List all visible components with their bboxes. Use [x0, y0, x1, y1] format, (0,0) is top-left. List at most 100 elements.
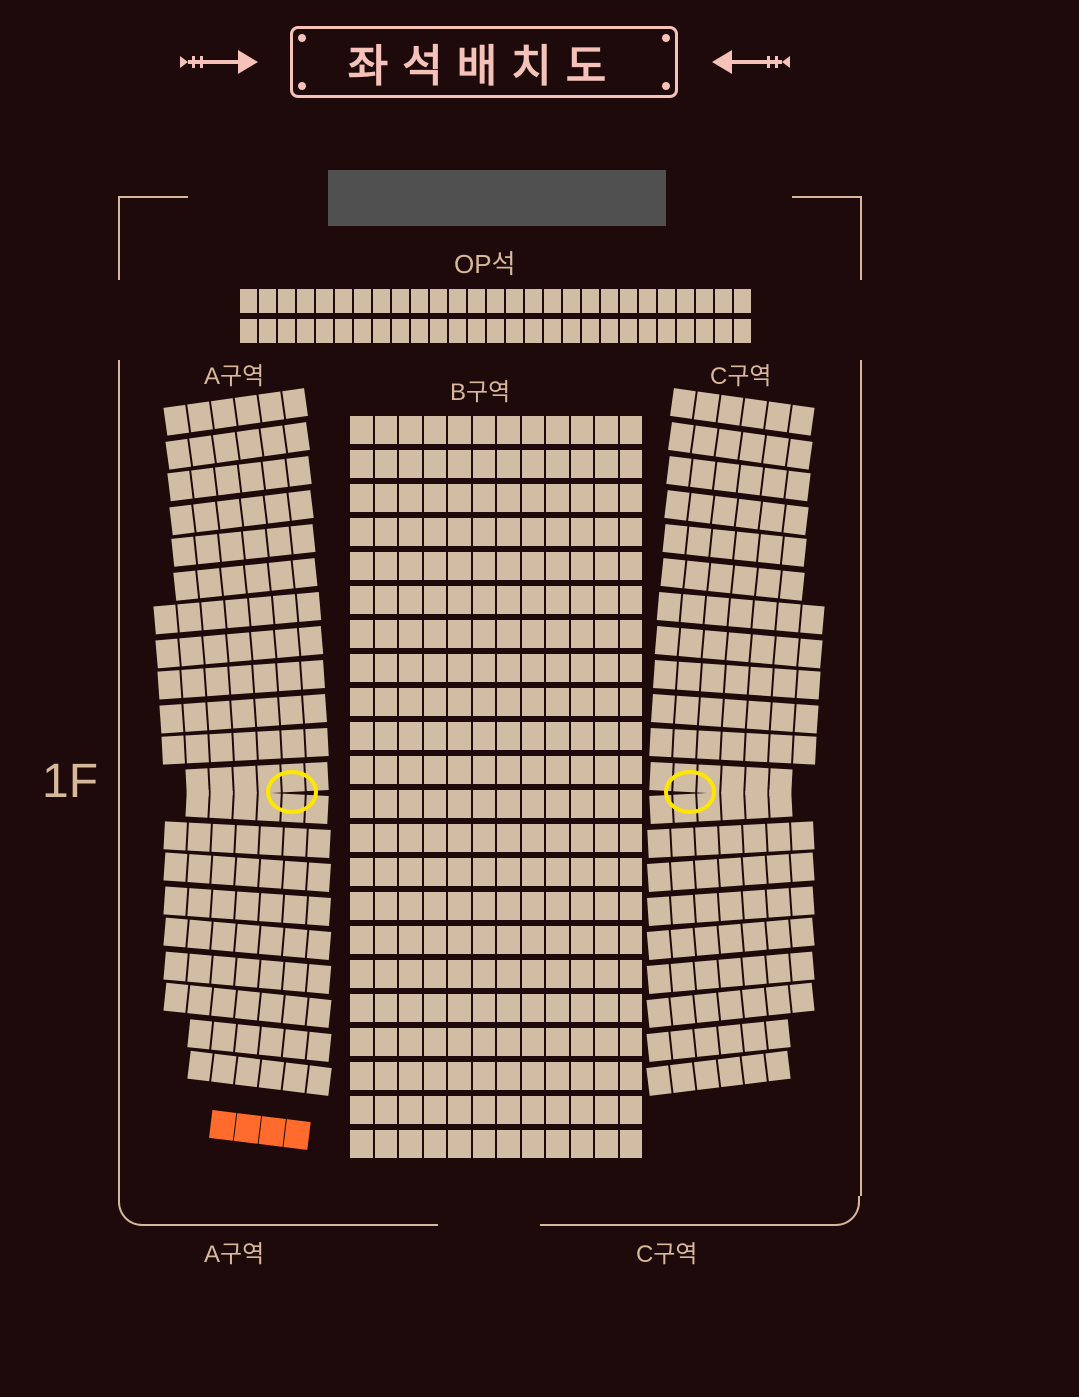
seat-op[interactable] — [468, 289, 485, 313]
seat-a[interactable] — [183, 702, 207, 731]
seat-b[interactable] — [350, 450, 373, 478]
seat-b[interactable] — [620, 552, 643, 580]
seat-a[interactable] — [163, 983, 188, 1013]
seat-b[interactable] — [522, 552, 545, 580]
seat-a[interactable] — [155, 639, 179, 669]
seat-highlighted[interactable] — [283, 1119, 310, 1150]
seat-b[interactable] — [350, 518, 373, 546]
seat-b[interactable] — [620, 416, 643, 444]
seat-b[interactable] — [448, 416, 471, 444]
seat-a[interactable] — [211, 1054, 236, 1084]
seat-c[interactable] — [695, 859, 719, 888]
seat-b[interactable] — [497, 858, 520, 886]
seat-a[interactable] — [258, 391, 284, 422]
seat-b[interactable] — [546, 1130, 569, 1158]
seat-c[interactable] — [695, 960, 719, 990]
seat-b[interactable] — [620, 688, 643, 716]
seat-b[interactable] — [424, 858, 447, 886]
seat-b[interactable] — [448, 1062, 471, 1090]
seat-c[interactable] — [697, 731, 720, 760]
seat-c[interactable] — [708, 563, 733, 593]
seat-a[interactable] — [307, 930, 331, 960]
seat-c[interactable] — [791, 821, 814, 850]
seat-b[interactable] — [399, 892, 422, 920]
seat-b[interactable] — [620, 960, 643, 988]
seat-b[interactable] — [448, 450, 471, 478]
seat-a[interactable] — [307, 1032, 332, 1062]
seat-a[interactable] — [211, 398, 237, 429]
seat-a[interactable] — [211, 890, 235, 919]
seat-c[interactable] — [734, 532, 759, 562]
seat-b[interactable] — [473, 416, 496, 444]
seat-b[interactable] — [473, 994, 496, 1022]
seat-a[interactable] — [297, 592, 321, 622]
seat-b[interactable] — [424, 518, 447, 546]
seat-c[interactable] — [661, 558, 686, 588]
seat-a[interactable] — [211, 1022, 236, 1052]
seat-op[interactable] — [354, 319, 371, 343]
seat-a[interactable] — [235, 857, 259, 886]
seat-c[interactable] — [675, 696, 699, 725]
seat-c[interactable] — [647, 862, 671, 891]
seat-a[interactable] — [291, 524, 316, 554]
seat-b[interactable] — [375, 416, 398, 444]
seat-a[interactable] — [163, 886, 187, 915]
seat-a[interactable] — [167, 471, 192, 501]
seat-b[interactable] — [522, 484, 545, 512]
seat-a[interactable] — [163, 821, 186, 850]
seat-op[interactable] — [658, 319, 675, 343]
seat-b[interactable] — [473, 756, 496, 784]
seat-b[interactable] — [571, 450, 594, 478]
seat-b[interactable] — [571, 756, 594, 784]
seat-c[interactable] — [765, 401, 791, 432]
seat-b[interactable] — [375, 1028, 398, 1056]
seat-b[interactable] — [571, 620, 594, 648]
seat-b[interactable] — [497, 926, 520, 954]
seat-c[interactable] — [647, 964, 671, 994]
seat-c[interactable] — [719, 857, 743, 886]
seat-a[interactable] — [275, 628, 299, 658]
seat-c[interactable] — [738, 465, 763, 495]
seat-c[interactable] — [671, 861, 695, 890]
seat-b[interactable] — [497, 654, 520, 682]
seat-b[interactable] — [595, 416, 618, 444]
seat-c[interactable] — [647, 829, 670, 858]
seat-c[interactable] — [767, 854, 791, 883]
seat-a[interactable] — [161, 736, 184, 765]
seat-b[interactable] — [546, 858, 569, 886]
seat-b[interactable] — [424, 790, 447, 818]
seat-c[interactable] — [782, 537, 807, 567]
seat-a[interactable] — [235, 990, 260, 1020]
seat-op[interactable] — [373, 319, 390, 343]
seat-c[interactable] — [797, 670, 821, 699]
seat-b[interactable] — [473, 518, 496, 546]
seat-b[interactable] — [350, 926, 373, 954]
seat-b[interactable] — [399, 552, 422, 580]
seat-c[interactable] — [739, 432, 765, 463]
seat-b[interactable] — [350, 1130, 373, 1158]
seat-b[interactable] — [571, 926, 594, 954]
seat-c[interactable] — [776, 603, 800, 633]
seat-c[interactable] — [677, 662, 701, 691]
seat-c[interactable] — [742, 988, 767, 1018]
seat-op[interactable] — [563, 289, 580, 313]
seat-b[interactable] — [424, 892, 447, 920]
seat-a[interactable] — [283, 1029, 308, 1059]
seat-b[interactable] — [350, 824, 373, 852]
seat-op[interactable] — [392, 319, 409, 343]
seat-a[interactable] — [187, 888, 211, 917]
seat-c[interactable] — [686, 527, 711, 557]
seat-b[interactable] — [424, 1062, 447, 1090]
seat-c[interactable] — [743, 824, 766, 853]
seat-b[interactable] — [620, 1062, 643, 1090]
seat-b[interactable] — [399, 1096, 422, 1124]
seat-b[interactable] — [546, 926, 569, 954]
seat-c[interactable] — [647, 896, 671, 925]
seat-c[interactable] — [670, 995, 695, 1025]
seat-a[interactable] — [205, 667, 229, 696]
seat-b[interactable] — [595, 586, 618, 614]
seat-op[interactable] — [506, 319, 523, 343]
seat-b[interactable] — [448, 484, 471, 512]
seat-b[interactable] — [620, 892, 643, 920]
seat-b[interactable] — [620, 586, 643, 614]
